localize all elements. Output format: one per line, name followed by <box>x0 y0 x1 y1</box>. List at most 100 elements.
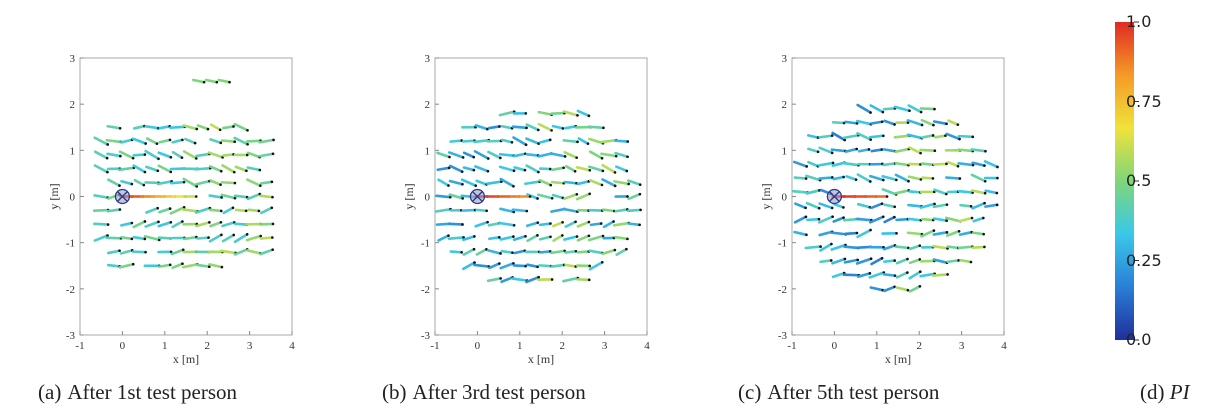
vector-arrow <box>107 249 121 255</box>
vector-arrow <box>145 137 159 145</box>
vector-arrow <box>921 176 935 180</box>
x-tick-label: -1 <box>75 340 84 352</box>
vector-arrow <box>133 178 146 187</box>
vector-arrow <box>119 249 134 255</box>
vector-arrow <box>895 271 909 279</box>
vector-arrow <box>447 151 465 159</box>
y-tick-label: 1 <box>425 145 431 157</box>
vector-arrow <box>844 120 859 125</box>
vector-arrow <box>169 180 186 185</box>
vector-arrow <box>217 78 231 84</box>
vector-arrow <box>806 134 820 139</box>
caption-b-label: (b) <box>382 380 407 404</box>
vector-arrow <box>575 192 591 201</box>
vector-arrow <box>195 221 211 228</box>
vector-arrow <box>488 262 501 270</box>
colorbar-caption-text: PI <box>1169 380 1190 404</box>
vector-arrow <box>588 208 604 212</box>
vector-arrow <box>512 152 527 158</box>
vector-arrow <box>461 208 477 212</box>
y-tick-label: 3 <box>425 53 431 65</box>
vector-arrow-hot <box>516 195 532 198</box>
vector-arrow <box>946 160 960 168</box>
vector-arrow <box>208 165 223 173</box>
vector-arrow <box>576 234 591 242</box>
vector-arrow <box>196 124 210 131</box>
vector-arrow <box>538 178 552 187</box>
vector-arrow <box>196 236 210 240</box>
vector-arrow <box>220 180 237 185</box>
vector-arrow <box>93 194 110 199</box>
vector-arrow <box>462 151 476 159</box>
vector-arrow <box>843 258 859 264</box>
x-axis-label: x [m] <box>885 352 911 366</box>
vector-arrow <box>437 234 450 242</box>
x-tick-label: 2 <box>559 340 565 352</box>
colorbar-tick-label: 1.0 <box>1126 12 1152 31</box>
y-tick-label: 1 <box>782 145 788 157</box>
vector-arrow <box>844 231 859 236</box>
vector-arrow <box>538 264 553 268</box>
vector-arrow <box>947 119 960 126</box>
vector-arrow <box>460 178 478 187</box>
vector-arrow <box>233 194 249 199</box>
vector-arrow <box>209 123 222 132</box>
x-tick-label: -1 <box>787 340 796 352</box>
vector-arrow <box>512 112 528 115</box>
x-tick-label: 1 <box>874 340 880 352</box>
vector-arrow <box>562 139 579 144</box>
vector-arrow <box>93 222 110 226</box>
colorbar <box>1115 21 1139 341</box>
vector-arrow <box>957 134 975 139</box>
vector-arrow <box>498 165 516 173</box>
vector-arrow <box>946 259 960 264</box>
vector-arrow <box>906 231 924 236</box>
vector-arrow <box>538 250 552 254</box>
x-axis-label: x [m] <box>173 352 199 366</box>
origin-marker <box>114 188 131 205</box>
vector-arrow <box>513 166 527 172</box>
vector-arrow <box>525 123 540 132</box>
vector-arrow <box>499 235 515 241</box>
vector-arrow <box>171 220 184 229</box>
vector-arrow <box>462 247 476 256</box>
vector-arrow <box>486 249 502 255</box>
caption-a-text: After 1st test person <box>67 380 238 404</box>
vector-arrow <box>448 179 464 186</box>
vector-arrow <box>93 136 109 146</box>
y-tick-label: 2 <box>782 99 788 111</box>
vector-arrow <box>131 137 147 145</box>
vector-arrow <box>221 164 236 174</box>
vector-arrow <box>537 193 554 200</box>
vector-arrow <box>869 104 885 114</box>
vector-arrow <box>576 250 591 254</box>
vector-arrow <box>538 167 552 171</box>
vector-arrow <box>246 178 262 187</box>
vector-arrow <box>564 249 578 254</box>
vector-arrow <box>552 234 564 242</box>
vector-arrow <box>870 202 884 210</box>
vector-arrow <box>118 166 136 172</box>
vector-arrow <box>246 192 262 201</box>
vector-arrow <box>486 139 503 143</box>
vector-arrow <box>958 216 974 223</box>
vector-arrow <box>933 188 948 196</box>
vector-arrow <box>209 220 223 228</box>
vector-arrow <box>614 195 629 198</box>
x-tick-label: 0 <box>832 340 838 352</box>
vector-arrow <box>233 153 249 157</box>
vector-arrow <box>920 118 935 127</box>
vector-arrow <box>436 151 451 159</box>
vector-arrow <box>895 286 910 292</box>
vector-arrow <box>525 137 540 145</box>
vector-arrow <box>932 203 949 209</box>
vector-arrow <box>602 208 616 213</box>
vector-arrow <box>971 161 986 167</box>
y-tick-label: 0 <box>425 192 431 204</box>
y-tick-label: -1 <box>421 238 430 250</box>
vector-arrow <box>868 245 885 249</box>
vector-arrow <box>192 78 206 84</box>
vector-arrow <box>500 138 514 144</box>
y-axis-label: y [m] <box>759 183 773 209</box>
x-tick-label: 1 <box>517 340 523 352</box>
